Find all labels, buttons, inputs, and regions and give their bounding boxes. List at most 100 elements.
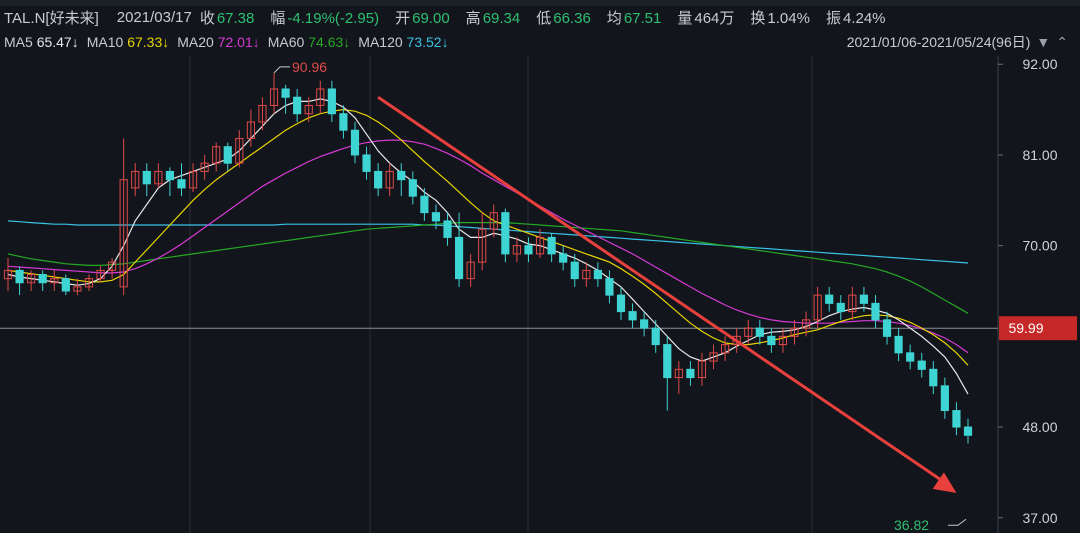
candle-body[interactable] [293,96,302,115]
candle-body[interactable] [790,327,799,337]
candle-body[interactable] [963,426,973,436]
candle-body[interactable] [616,294,626,313]
candle-body[interactable] [767,335,776,346]
candle-body[interactable] [304,104,313,115]
candle-body[interactable] [466,261,475,280]
ma120-legend[interactable]: MA120 73.52↓ [358,34,448,50]
ma60-legend[interactable]: MA60 74.63↓ [268,34,351,50]
candle-body[interactable] [593,269,602,280]
candle-body[interactable] [686,368,695,379]
candle-body[interactable] [108,261,117,271]
candle-body[interactable] [512,245,522,255]
candle-body[interactable] [38,274,47,284]
ticker-label[interactable]: TAL.N[好未来] [4,9,99,27]
candle-body[interactable] [177,179,186,189]
candle-body[interactable] [640,319,649,329]
candle-body[interactable] [374,170,383,189]
candle-body[interactable] [628,311,637,321]
candle-body[interactable] [825,294,834,304]
candlestick-chart[interactable]: 92.00 81.00 70.00 48.00 37.00 59.99 90.96 36.82 [0,56,1080,533]
candle-body[interactable] [3,269,13,280]
candle-body[interactable] [859,294,868,304]
candle-body[interactable] [385,170,394,189]
candle-body[interactable] [663,344,672,379]
ma10-label: MA10 [86,34,124,50]
candle-body[interactable] [582,269,591,280]
candle-body[interactable] [73,286,82,292]
candle-body[interactable] [327,88,336,115]
candle-body[interactable] [882,319,892,337]
candle-body[interactable] [246,121,255,139]
candle-body[interactable] [674,368,683,379]
candle-body[interactable] [651,327,660,346]
ma20-legend[interactable]: MA20 72.01↓ [177,34,260,50]
date-range-selector[interactable]: 2021/01/06-2021/05/24(96日) ▼ ⌃ [847,30,1068,54]
close-field: 收 67.38 [200,7,263,28]
candle-body[interactable] [570,261,579,280]
candle-body[interactable] [316,88,325,106]
candle-body[interactable] [755,327,764,337]
candle-body[interactable] [154,170,163,185]
candle-body[interactable] [732,335,741,346]
candle-body[interactable] [489,212,498,230]
candle-body[interactable] [223,146,232,164]
candle-body[interactable] [871,302,880,321]
candle-body[interactable] [559,253,568,263]
candle-body[interactable] [952,410,961,428]
candle-body[interactable] [721,344,730,354]
candle-body[interactable] [131,170,140,189]
ma10-legend[interactable]: MA10 67.33↓ [87,34,170,50]
candle-body[interactable] [350,129,360,156]
candle-body[interactable] [235,137,244,164]
candle-body[interactable] [524,245,533,255]
candle-body[interactable] [547,236,556,255]
candle-body[interactable] [478,228,487,263]
candle-body[interactable] [15,269,24,284]
candle-body[interactable] [362,154,371,172]
chevron-up-icon: ⌃ [1056,34,1068,50]
candle-body[interactable] [96,269,105,280]
candle-body[interactable] [61,278,70,292]
candle-body[interactable] [535,236,545,255]
candle-body[interactable] [397,170,406,181]
ma5-legend[interactable]: MA5 65.47↓ [4,34,79,50]
close-label: 收 [199,9,215,27]
candle-body[interactable] [431,212,441,222]
candle-body[interactable] [605,278,614,296]
candle-body[interactable] [836,302,845,313]
candle-body[interactable] [801,319,811,329]
candle-body[interactable] [929,368,938,387]
candle-body[interactable] [50,278,59,284]
candle-body[interactable] [744,327,753,337]
avg-field: 均 67.51 [607,7,670,28]
candle-body[interactable] [200,162,209,172]
candle-body[interactable] [709,352,718,362]
avg-label: 均 [606,9,622,27]
candle-body[interactable] [339,113,348,131]
ma120-line [7,220,969,264]
candle-body[interactable] [269,88,279,106]
candle-body[interactable] [27,274,36,284]
candle-body[interactable] [906,352,915,362]
candle-body[interactable] [281,88,290,98]
candle-body[interactable] [443,220,452,238]
candle-body[interactable] [778,335,788,346]
candle-body[interactable] [142,170,151,185]
candle-body[interactable] [848,294,857,313]
candle-body[interactable] [454,236,464,280]
candle-body[interactable] [697,360,707,379]
candle-body[interactable] [420,195,429,214]
candle-body[interactable] [258,104,267,123]
avg-value: 67.51 [623,9,662,27]
candle-body[interactable] [813,294,822,321]
candle-body[interactable] [165,170,175,181]
candle-body[interactable] [940,385,949,412]
candle-body[interactable] [894,335,903,354]
candle-body[interactable] [84,278,94,288]
candle-body[interactable] [408,179,417,197]
candle-body[interactable] [501,212,510,255]
candle-body[interactable] [188,170,198,189]
candle-body[interactable] [119,179,128,288]
candle-body[interactable] [212,146,221,164]
candle-body[interactable] [917,360,926,370]
